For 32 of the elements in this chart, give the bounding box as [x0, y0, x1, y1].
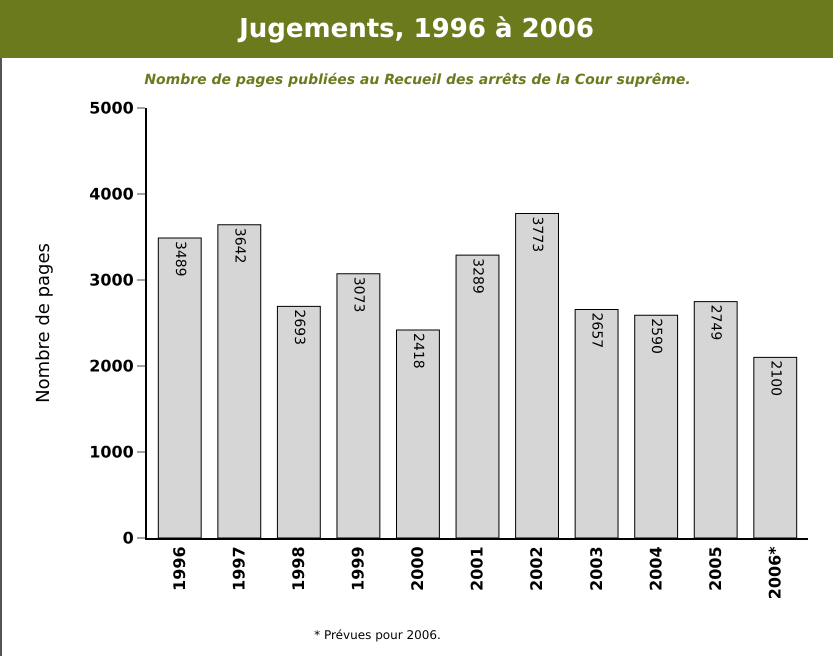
y-tick-label: 1000 [89, 442, 134, 462]
y-tick-label: 2000 [89, 356, 134, 376]
x-tick-label: 1997 [230, 546, 248, 591]
x-tick-label: 2002 [527, 546, 546, 591]
data-label: 3073 [350, 276, 366, 312]
text: * Prévues pour 2006. [313, 628, 442, 642]
data-label: 2749 [708, 304, 724, 340]
data-label: 3773 [529, 216, 546, 252]
x-tick-label: 2004 [646, 546, 666, 591]
x-tick-label: 1999 [348, 546, 368, 591]
data-label: 2693 [290, 309, 307, 346]
x-tick-label: 1998 [289, 546, 308, 591]
data-label: 3642 [231, 228, 248, 264]
data-label: 3489 [172, 240, 188, 277]
x-tick-label: 2001 [468, 546, 487, 591]
x-tick-label: 2006* [765, 546, 784, 600]
y-axis-title: Nombre de pages [32, 243, 54, 403]
data-label: 3289 [470, 258, 486, 294]
y-tick-label: 3000 [89, 270, 134, 290]
x-tick-label: 2003 [586, 546, 606, 591]
data-label: 2657 [588, 312, 605, 348]
x-tick-label: 2005 [706, 546, 725, 591]
y-tick-label: 4000 [89, 184, 134, 204]
data-label: 2100 [767, 360, 784, 396]
data-label: 2590 [648, 318, 664, 354]
y-tick-label: 5000 [89, 98, 134, 118]
y-tick-label: 0 [122, 528, 134, 548]
x-tick-label: 1996 [170, 546, 189, 591]
chart-subtitle: Nombre de pages publiées au Recueil des arrêts de la Cour suprême. [143, 71, 692, 88]
chart-title: Jugements, 1996 à 2006 [0, 0, 833, 58]
x-tick-label: 2000 [408, 546, 428, 591]
data-label: 2418 [410, 333, 426, 369]
